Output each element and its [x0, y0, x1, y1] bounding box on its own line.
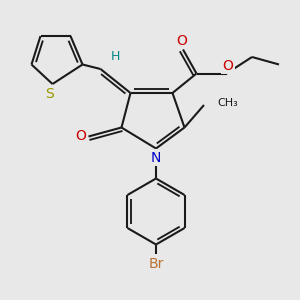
Text: S: S	[45, 88, 54, 101]
Text: O: O	[176, 34, 187, 48]
Text: CH₃: CH₃	[218, 98, 238, 109]
Text: H: H	[111, 50, 120, 64]
Text: Br: Br	[148, 257, 164, 271]
Text: O: O	[76, 130, 86, 143]
Text: O: O	[223, 59, 233, 73]
Text: N: N	[151, 151, 161, 164]
